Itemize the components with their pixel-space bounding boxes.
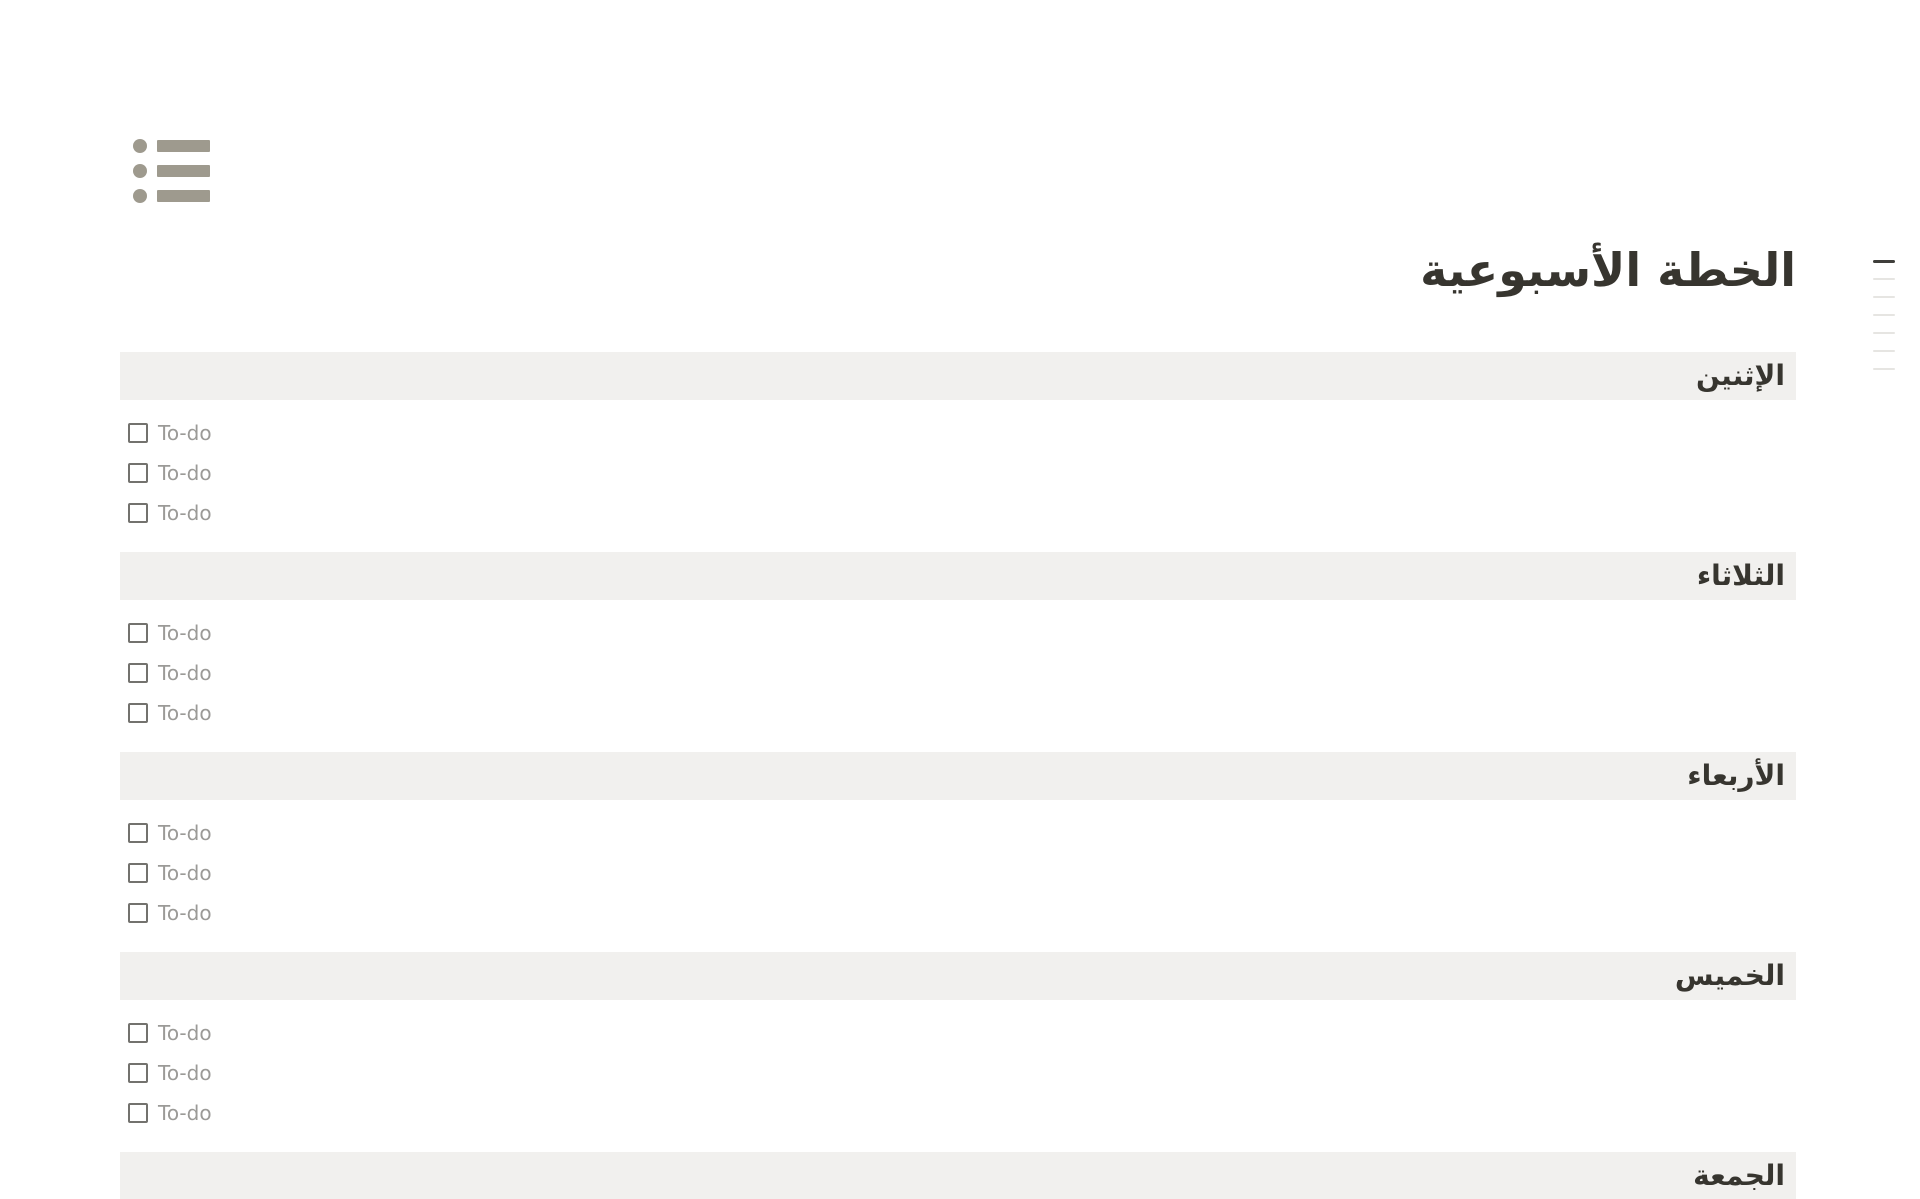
todo-label[interactable]: To-do <box>158 461 212 486</box>
toc-line[interactable] <box>1873 314 1895 316</box>
todo-checkbox[interactable] <box>128 463 148 484</box>
todo-checkbox[interactable] <box>128 1063 148 1084</box>
section-header-monday[interactable]: الإثنين <box>120 352 1796 401</box>
todo-label[interactable]: To-do <box>158 1061 212 1086</box>
bulleted-list-icon-row <box>133 164 211 178</box>
todo-label[interactable]: To-do <box>158 821 212 846</box>
todo-label[interactable]: To-do <box>158 901 212 926</box>
section-header-tuesday[interactable]: الثلاثاء <box>120 552 1796 601</box>
toc-line[interactable] <box>1873 296 1895 298</box>
todo-checkbox[interactable] <box>128 623 148 644</box>
list-bullet-bar <box>157 140 210 152</box>
todo-checkbox[interactable] <box>128 903 148 924</box>
todo-item[interactable]: To-do <box>120 853 1796 893</box>
list-bullet-dot <box>133 164 147 178</box>
todo-item[interactable]: To-do <box>120 453 1796 493</box>
todo-item[interactable]: To-do <box>120 413 1796 453</box>
list-bullet-bar <box>157 165 210 177</box>
todo-label[interactable]: To-do <box>158 1021 212 1046</box>
page-title[interactable]: الخطة الأسبوعية <box>1420 243 1796 297</box>
list-bullet-dot <box>133 189 147 203</box>
todo-item[interactable]: To-do <box>120 1053 1796 1093</box>
todo-label[interactable]: To-do <box>158 621 212 646</box>
list-bullet-bar <box>157 190 210 202</box>
todo-item[interactable]: To-do <box>120 493 1796 533</box>
toc-line[interactable] <box>1873 350 1895 352</box>
toc-line[interactable] <box>1873 368 1895 370</box>
todo-checkbox[interactable] <box>128 503 148 524</box>
section-wednesday: الأربعاء To-do To-do To-do <box>120 752 1796 933</box>
todo-item[interactable]: To-do <box>120 1013 1796 1053</box>
list-bullet-dot <box>133 139 147 153</box>
todo-checkbox[interactable] <box>128 703 148 724</box>
bulleted-list-icon-row <box>133 189 211 203</box>
todo-item[interactable]: To-do <box>120 1093 1796 1133</box>
todo-checkbox[interactable] <box>128 1103 148 1124</box>
todo-label[interactable]: To-do <box>158 421 212 446</box>
todo-checkbox[interactable] <box>128 1023 148 1044</box>
todo-item[interactable]: To-do <box>120 893 1796 933</box>
section-tuesday: الثلاثاء To-do To-do To-do <box>120 552 1796 733</box>
todo-checkbox[interactable] <box>128 823 148 844</box>
todo-checkbox[interactable] <box>128 663 148 684</box>
section-header-thursday[interactable]: الخميس <box>120 952 1796 1001</box>
todo-label[interactable]: To-do <box>158 701 212 726</box>
toc-line[interactable] <box>1873 278 1895 280</box>
todo-item[interactable]: To-do <box>120 613 1796 653</box>
toc-line-active[interactable] <box>1873 260 1895 263</box>
todo-checkbox[interactable] <box>128 863 148 884</box>
todo-item[interactable]: To-do <box>120 693 1796 733</box>
todo-label[interactable]: To-do <box>158 501 212 526</box>
todo-label[interactable]: To-do <box>158 1101 212 1126</box>
section-monday: الإثنين To-do To-do To-do <box>120 352 1796 533</box>
section-thursday: الخميس To-do To-do To-do <box>120 952 1796 1133</box>
todo-checkbox[interactable] <box>128 423 148 444</box>
page-content: الخطة الأسبوعية الإثنين To-do To-do To-d… <box>120 0 1796 1199</box>
bulleted-list-icon[interactable] <box>133 139 211 203</box>
todo-label[interactable]: To-do <box>158 661 212 686</box>
todo-item[interactable]: To-do <box>120 813 1796 853</box>
todo-item[interactable]: To-do <box>120 653 1796 693</box>
table-of-contents-indicator[interactable] <box>1873 260 1895 386</box>
section-friday: الجمعة <box>120 1152 1796 1199</box>
bulleted-list-icon-row <box>133 139 211 153</box>
todo-label[interactable]: To-do <box>158 861 212 886</box>
section-header-friday[interactable]: الجمعة <box>120 1152 1796 1199</box>
section-header-wednesday[interactable]: الأربعاء <box>120 752 1796 801</box>
day-sections: الإثنين To-do To-do To-do الثلاثاء <box>120 352 1796 1199</box>
toc-line[interactable] <box>1873 332 1895 334</box>
